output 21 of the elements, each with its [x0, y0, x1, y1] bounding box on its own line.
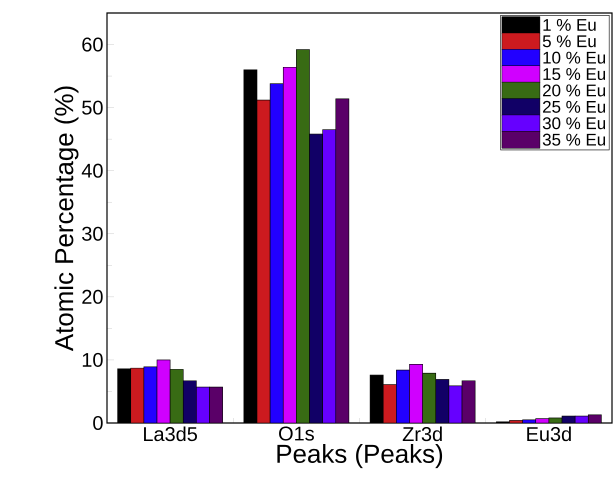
y-tick-label: 20 — [82, 290, 103, 304]
legend-label: 15 % Eu — [543, 68, 606, 80]
x-tick-label: O1s — [279, 426, 314, 441]
legend-label: 20 % Eu — [543, 84, 606, 96]
legend-label: 10 % Eu — [543, 52, 606, 64]
legend-label: 5 % Eu — [542, 35, 596, 48]
y-tick-label: 50 — [82, 100, 103, 115]
y-tick-label: 30 — [82, 226, 103, 241]
y-axis-title: Atomic Percentage (%) — [54, 86, 78, 352]
legend-label: 1 % Eu — [543, 18, 596, 31]
x-tick-label: La3d5 — [144, 426, 197, 442]
y-tick-label: 10 — [82, 352, 103, 367]
x-tick-label: Eu3d — [527, 426, 571, 442]
y-tick-label: 40 — [82, 164, 103, 178]
legend-label: 30 % Eu — [542, 117, 606, 130]
x-axis-title: Peaks (Peaks) — [277, 444, 442, 468]
legend-label: 35 % Eu — [542, 134, 606, 146]
y-tick-label: 60 — [82, 37, 103, 52]
legend-label: 25 % Eu — [543, 100, 606, 113]
y-tick-label: 0 — [93, 416, 103, 430]
x-tick-label: Zr3d — [402, 426, 442, 442]
